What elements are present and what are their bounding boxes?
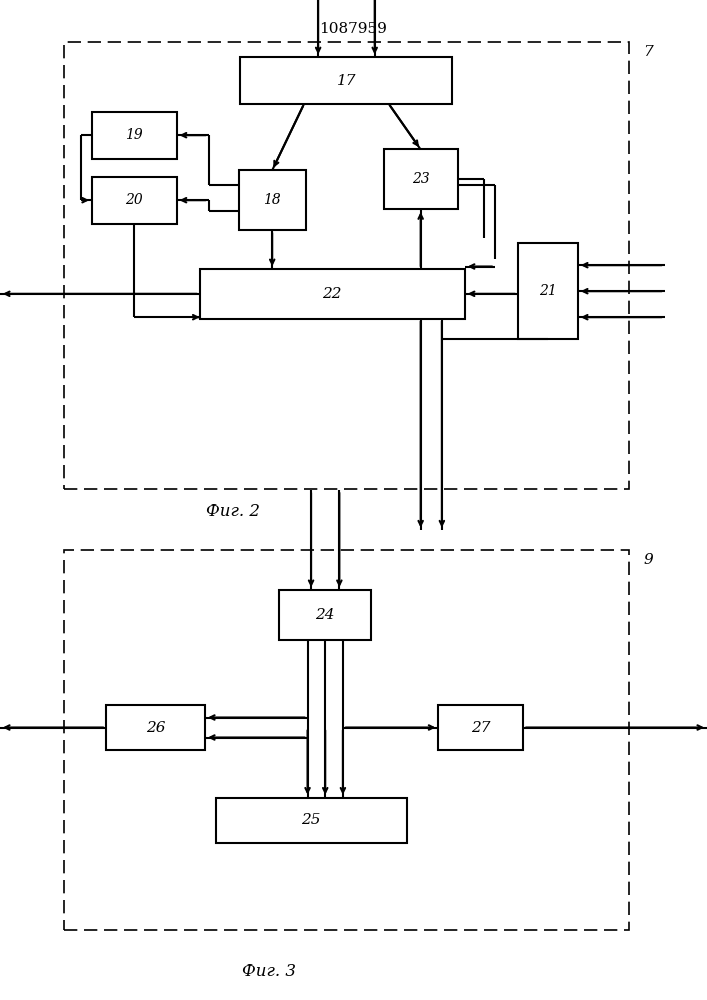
- Text: Фиг. 3: Фиг. 3: [242, 963, 296, 980]
- Text: 23: 23: [411, 172, 430, 186]
- Bar: [64, 550, 629, 930]
- Text: 19: 19: [125, 128, 144, 142]
- Bar: [64, 42, 629, 489]
- Text: 1087959: 1087959: [320, 22, 387, 36]
- Text: 7: 7: [643, 45, 653, 59]
- Text: 17: 17: [337, 74, 356, 88]
- Text: 27: 27: [471, 720, 491, 734]
- Bar: [92, 112, 177, 159]
- Text: 22: 22: [322, 287, 342, 301]
- Text: 9: 9: [643, 553, 653, 567]
- Bar: [239, 170, 305, 230]
- Bar: [92, 177, 177, 224]
- Bar: [216, 798, 407, 842]
- Bar: [518, 243, 578, 339]
- Bar: [438, 705, 523, 750]
- Text: 25: 25: [301, 813, 321, 827]
- Text: 20: 20: [125, 193, 144, 207]
- Text: 24: 24: [315, 608, 335, 622]
- Text: 18: 18: [263, 193, 281, 207]
- Bar: [279, 590, 371, 640]
- Bar: [384, 149, 458, 209]
- Text: 26: 26: [146, 720, 165, 734]
- Text: Фиг. 2: Фиг. 2: [206, 503, 260, 520]
- Bar: [199, 269, 465, 318]
- Bar: [240, 57, 452, 104]
- Bar: [106, 705, 205, 750]
- Text: 21: 21: [539, 284, 557, 298]
